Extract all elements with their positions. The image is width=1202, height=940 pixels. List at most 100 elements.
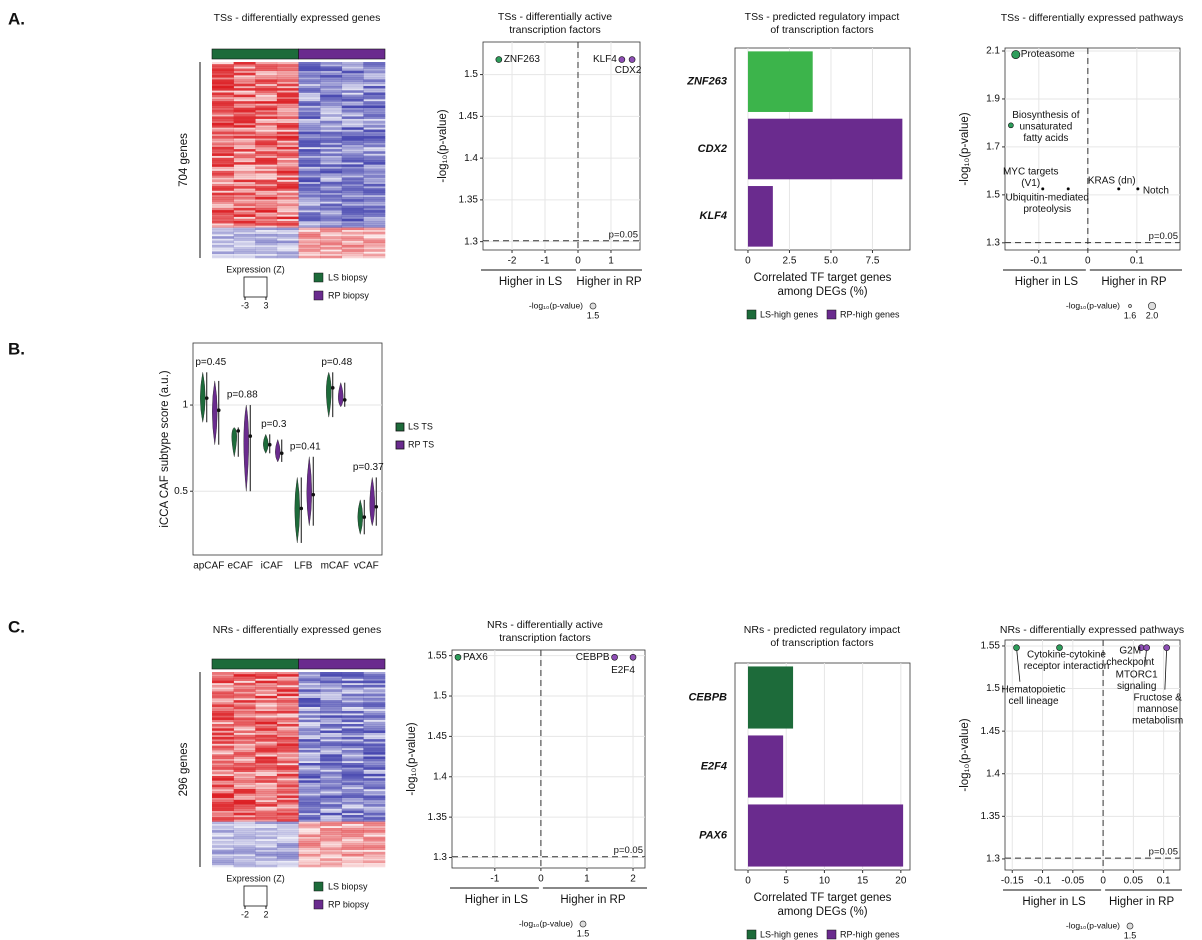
- heatmap-texture: [233, 140, 256, 143]
- heatmap-texture: [298, 173, 321, 176]
- heatmap-texture: [212, 854, 234, 857]
- heatmap-texture: [212, 160, 234, 163]
- heatmap-texture: [363, 199, 386, 202]
- violin: [231, 427, 237, 457]
- heatmap-texture: [363, 223, 386, 226]
- heatmap-texture: [363, 231, 386, 235]
- heatmap-texture: [363, 802, 386, 805]
- heatmap-texture: [298, 821, 321, 824]
- heatmap-texture: [298, 815, 321, 818]
- heatmap-texture: [212, 96, 234, 100]
- heatmap-texture: [276, 732, 299, 736]
- heatmap-texture: [320, 708, 343, 712]
- heatmap-texture: [276, 240, 299, 244]
- heatmap-texture: [255, 183, 278, 187]
- heatmap-texture: [233, 234, 256, 237]
- heatmap-texture: [276, 64, 299, 67]
- heatmap-texture: [363, 750, 386, 753]
- heatmap-texture: [255, 146, 278, 150]
- heatmap-texture: [320, 190, 343, 193]
- heatmap-texture: [276, 806, 299, 809]
- heatmap-texture: [233, 68, 256, 72]
- heatmap-texture: [363, 680, 386, 684]
- heatmap-texture: [276, 236, 299, 239]
- heatmap-texture: [363, 845, 386, 848]
- heatmap-texture: [341, 173, 364, 176]
- heatmap-texture: [320, 747, 343, 751]
- heatmap-texture: [298, 94, 321, 98]
- heatmap-texture: [276, 721, 299, 725]
- heatmap-texture: [320, 849, 343, 853]
- heatmap-texture: [341, 854, 364, 857]
- heatmap-texture: [233, 704, 256, 707]
- heatmap-texture: [363, 713, 386, 716]
- heatmap-texture: [298, 819, 321, 822]
- heatmap-texture: [363, 144, 386, 148]
- heatmap-texture: [255, 741, 278, 744]
- heatmap-texture: [233, 719, 256, 723]
- heatmap-texture: [320, 144, 343, 148]
- heatmap-texture: [363, 819, 386, 822]
- heatmap-texture: [276, 672, 299, 675]
- violin: [263, 433, 269, 454]
- heatmap-texture: [320, 760, 343, 764]
- mean-dot: [311, 492, 316, 497]
- heatmap-texture: [363, 114, 386, 117]
- heatmap-texture: [341, 778, 364, 781]
- heatmap-texture: [276, 808, 299, 811]
- y-tick-label: 1.3: [433, 852, 447, 863]
- heatmap-texture: [255, 695, 278, 699]
- violin: [200, 372, 206, 423]
- heatmap-texture: [320, 155, 343, 159]
- heatmap-texture: [276, 752, 299, 755]
- heatmap-texture: [212, 724, 234, 727]
- group-label: Higher in LS: [1015, 276, 1079, 288]
- mean-dot: [299, 506, 304, 511]
- heatmap-texture: [255, 782, 278, 785]
- heatmap-texture: [255, 175, 278, 178]
- heatmap-texture: [255, 81, 278, 85]
- point-label: CDX2: [615, 65, 642, 76]
- heatmap-texture: [320, 201, 343, 204]
- heatmap-texture: [212, 719, 234, 723]
- heatmap-texture: [298, 752, 321, 755]
- heatmap-texture: [341, 721, 364, 725]
- heatmap-texture: [363, 77, 386, 80]
- heatmap-texture: [298, 817, 321, 820]
- heatmap-texture: [298, 203, 321, 207]
- heatmap-texture: [320, 194, 343, 198]
- heatmap-texture: [363, 192, 386, 196]
- heatmap-texture: [363, 136, 386, 139]
- heatmap-texture: [298, 732, 321, 736]
- heatmap-texture: [341, 843, 364, 846]
- heatmap-texture: [212, 225, 234, 228]
- heatmap-texture: [212, 680, 234, 684]
- heatmap-texture: [320, 223, 343, 226]
- x-tick-label: 20: [895, 876, 907, 887]
- y-tick-label: 1.5: [464, 69, 478, 80]
- heatmap-texture: [276, 116, 299, 119]
- heatmap-texture: [212, 860, 234, 863]
- mean-dot: [342, 398, 347, 402]
- heatmap-texture: [298, 795, 321, 798]
- y-tick-label: 1.5: [986, 189, 1000, 200]
- heatmap-texture: [320, 214, 343, 217]
- heatmap-texture: [276, 160, 299, 163]
- point-label: checkpoint: [1106, 657, 1154, 668]
- heatmap-texture: [276, 769, 299, 772]
- heatmap-texture: [233, 168, 256, 172]
- heatmap-texture: [255, 118, 278, 122]
- x-tick-label: -1: [541, 256, 550, 267]
- heatmap-texture: [320, 717, 343, 720]
- heatmap-texture: [363, 858, 386, 861]
- heatmap-texture: [255, 758, 278, 762]
- heatmap-texture: [212, 155, 234, 159]
- heatmap-texture: [298, 719, 321, 723]
- heatmap-texture: [320, 70, 343, 74]
- heatmap-texture: [320, 229, 343, 233]
- heatmap-texture: [298, 101, 321, 104]
- heatmap-texture: [255, 88, 278, 91]
- heatmap-texture: [255, 784, 278, 788]
- heatmap-texture: [298, 197, 321, 200]
- heatmap-texture: [363, 107, 386, 111]
